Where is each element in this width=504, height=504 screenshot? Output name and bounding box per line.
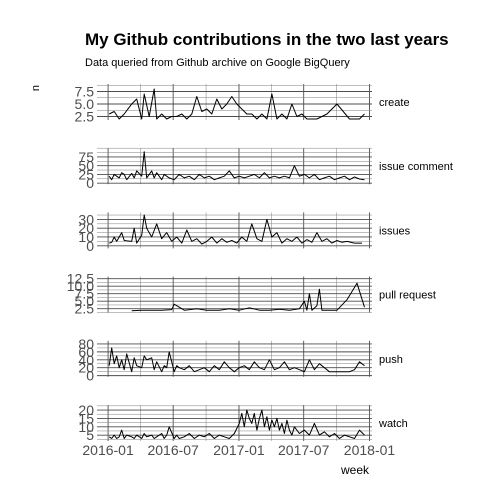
y-tick-label: 7.5 xyxy=(75,84,95,100)
x-tick-label: 2017-07 xyxy=(278,442,330,458)
y-tick-label: 30 xyxy=(78,211,94,227)
y-tick-label: 12.5 xyxy=(67,271,94,287)
x-tick-label: 2016-01 xyxy=(82,442,134,458)
facet-label: watch xyxy=(378,418,408,430)
facet-label: create xyxy=(379,97,410,109)
y-axis-label: n xyxy=(30,85,42,91)
x-axis-label: week xyxy=(340,463,370,477)
x-tick-label: 2016-07 xyxy=(147,442,199,458)
facet-label: push xyxy=(379,354,403,366)
facet-label: issue comment xyxy=(379,161,453,173)
y-tick-label: 75 xyxy=(78,149,94,165)
y-tick-label: 80 xyxy=(78,336,94,352)
x-tick-label: 2017-01 xyxy=(213,442,265,458)
x-axis: 2016-01 2016-07 2017-01 2017-07 2018-01 xyxy=(82,442,395,458)
facet-label: issues xyxy=(379,225,411,237)
y-tick-label: 20 xyxy=(78,402,94,418)
x-tick-label: 2018-01 xyxy=(344,442,396,458)
chart-subtitle: Data queried from Github archive on Goog… xyxy=(85,57,350,69)
series-line-pull-request xyxy=(132,283,365,311)
facet-label: pull request xyxy=(379,290,436,302)
chart-title: My Github contributions in the two last … xyxy=(85,30,449,49)
